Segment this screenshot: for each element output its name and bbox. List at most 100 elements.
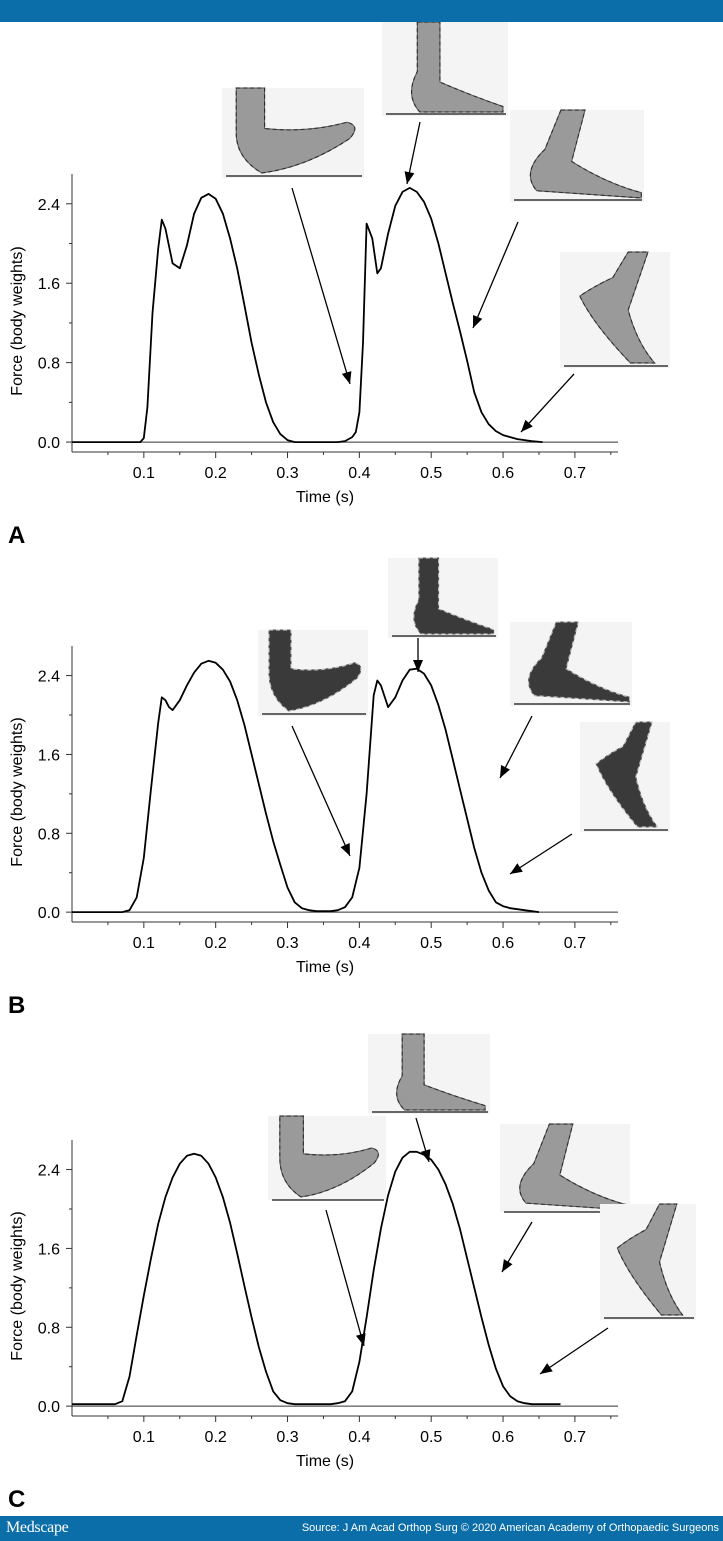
force-series-line xyxy=(72,659,540,913)
phase-arrow xyxy=(291,187,352,385)
phase-arrow xyxy=(325,1209,366,1347)
phase-arrow-head xyxy=(521,419,533,432)
brand-header-bar xyxy=(0,0,723,22)
phase-arrow-head xyxy=(510,863,523,874)
phase-arrow xyxy=(415,1117,431,1163)
phase-arrow-head xyxy=(473,315,483,328)
phase-arrow-shaft xyxy=(509,833,573,875)
foot-axis-dashed-line xyxy=(268,629,362,712)
footer-bar: Medscape Source: J Am Acad Orthop Surg ©… xyxy=(0,1516,723,1541)
x-tick-label: 0.7 xyxy=(564,1429,586,1446)
foot-axis-dashed-line xyxy=(411,22,504,113)
phase-arrow xyxy=(499,715,533,779)
y-tick-label: 1.6 xyxy=(38,747,60,764)
phase-arrow-head xyxy=(502,1259,513,1272)
x-tick-label: 0.1 xyxy=(133,1429,155,1446)
barefoot-foot-flat-image xyxy=(368,1033,490,1114)
y-axis-label: Force (body weights) xyxy=(9,1211,26,1360)
foot-axis-dashed-line xyxy=(595,721,659,828)
phase-arrow-head xyxy=(413,660,423,672)
phase-arrow-head xyxy=(420,1149,431,1162)
x-tick-label: 0.5 xyxy=(420,1429,442,1446)
barefoot-heel-off-image xyxy=(500,1123,630,1213)
y-tick-label: 2.4 xyxy=(38,1163,60,1180)
phase-arrow-shaft xyxy=(539,1327,609,1375)
shod-heel-off-image xyxy=(510,621,632,706)
y-tick-label: 2.4 xyxy=(38,197,60,214)
phase-arrow-shaft xyxy=(291,725,351,857)
phase-arrow-head xyxy=(540,1363,553,1374)
chart-c-svg: 0.0 0.8 1.6 2.4 0.1 0.2 0.3 0.4 0.5 0.6 0.7 Time (s… xyxy=(9,1033,696,1470)
chart-b-svg: 0.0 0.8 1.6 2.4 0.1 0.2 0.3 0.4 0.5 0.6 0.7 Time (s… xyxy=(9,557,670,976)
force-series-line xyxy=(72,1150,561,1406)
foot-axis-dashed-line xyxy=(527,621,631,703)
phase-arrow-shaft xyxy=(520,373,575,433)
x-tick-label: 0.3 xyxy=(276,935,298,952)
barefoot-midfoot-strike-image xyxy=(222,87,364,178)
foot-axis-dashed-line xyxy=(413,557,495,635)
chart-panel-b: 0.0 0.8 1.6 2.4 0.1 0.2 0.3 0.4 0.5 0.6 0.7 Time (s… xyxy=(0,552,723,992)
foot-axis-dashed-line xyxy=(396,1033,486,1111)
y-tick-label: 1.6 xyxy=(38,1241,60,1258)
phase-arrow xyxy=(413,638,423,672)
barefoot-toe-off-image xyxy=(560,251,670,368)
force-series-line xyxy=(72,187,543,443)
panel-label-b: B xyxy=(8,992,26,1019)
x-tick-label: 0.6 xyxy=(492,465,514,482)
x-tick-label: 0.1 xyxy=(133,465,155,482)
shod-foot-flat-image xyxy=(388,557,498,638)
phase-arrow-head xyxy=(341,371,352,384)
x-axis-label: Time (s) xyxy=(296,489,354,506)
barefoot-forefoot-strike-image xyxy=(268,1115,386,1201)
y-axis-label: Force (body weights) xyxy=(9,717,26,866)
x-tick-label: 0.2 xyxy=(205,935,227,952)
y-tick-label: 0.8 xyxy=(38,826,60,843)
chart-panel-c: 0.0 0.8 1.6 2.4 0.1 0.2 0.3 0.4 0.5 0.6 0.7 Time (s… xyxy=(0,1028,723,1488)
barefoot-heel-off-image xyxy=(510,109,644,202)
x-tick-label: 0.3 xyxy=(276,1429,298,1446)
barefoot-toe-off-image xyxy=(600,1203,696,1320)
phase-arrow xyxy=(501,1221,533,1273)
x-axis-label: Time (s) xyxy=(296,959,354,976)
x-tick-label: 0.4 xyxy=(348,465,370,482)
panel-label-c: C xyxy=(8,1486,26,1513)
foot-axis-dashed-line xyxy=(616,1203,684,1316)
x-tick-label: 0.6 xyxy=(492,935,514,952)
y-axis-label: Force (body weights) xyxy=(9,246,26,395)
phase-arrow-shaft xyxy=(472,221,519,329)
x-tick-label: 0.2 xyxy=(205,1429,227,1446)
shod-toe-off-image xyxy=(580,721,670,832)
phase-arrow xyxy=(291,725,351,857)
phase-arrow xyxy=(404,121,421,185)
phase-arrow xyxy=(539,1327,609,1375)
x-tick-label: 0.3 xyxy=(276,465,298,482)
foot-axis-dashed-line xyxy=(529,109,642,199)
phase-arrow-head xyxy=(340,843,350,856)
y-tick-label: 0.8 xyxy=(38,1320,60,1337)
phase-arrow-shaft xyxy=(325,1209,365,1347)
x-tick-label: 0.4 xyxy=(348,1429,370,1446)
phase-arrow-head xyxy=(355,1333,366,1346)
foot-axis-dashed-line xyxy=(579,251,656,364)
x-tick-label: 0.7 xyxy=(564,465,586,482)
x-tick-label: 0.5 xyxy=(420,935,442,952)
y-tick-label: 0.8 xyxy=(38,356,60,373)
barefoot-foot-flat-image xyxy=(382,22,508,116)
chart-panel-a: 0.0 0.8 1.6 2.4 0.1 0.2 0.3 0.4 0.5 0.6 0.7 Time (s… xyxy=(0,22,723,520)
source-credit: Source: J Am Acad Orthop Surg © 2020 Ame… xyxy=(301,1522,719,1534)
x-tick-label: 0.7 xyxy=(564,935,586,952)
x-tick-label: 0.1 xyxy=(133,935,155,952)
panel-label-a: A xyxy=(8,522,26,549)
foot-silhouette xyxy=(235,87,356,174)
shod-midfoot-strike-image xyxy=(258,629,368,716)
y-tick-label: 1.6 xyxy=(38,276,60,293)
x-tick-label: 0.5 xyxy=(420,465,442,482)
x-tick-label: 0.4 xyxy=(348,935,370,952)
x-tick-label: 0.2 xyxy=(205,465,227,482)
foot-axis-dashed-line xyxy=(279,1115,379,1198)
phase-arrow xyxy=(509,833,573,875)
chart-a-svg: 0.0 0.8 1.6 2.4 0.1 0.2 0.3 0.4 0.5 0.6 0.7 Time (s… xyxy=(9,22,670,506)
phase-arrow-head xyxy=(404,171,415,184)
y-tick-label: 0.0 xyxy=(38,905,60,922)
phase-arrow xyxy=(472,221,519,329)
